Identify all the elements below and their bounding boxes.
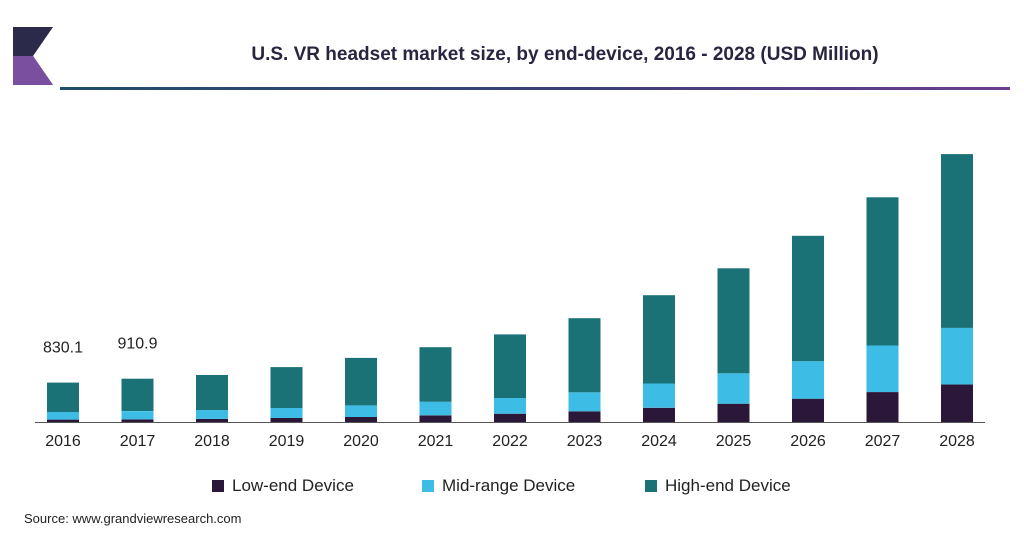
x-tick-label-2028: 2028 — [939, 433, 975, 450]
legend-item-high-end: High-end Device — [645, 476, 791, 496]
bar-mid-range-device-2017 — [121, 411, 154, 420]
bar-high-end-device-2021 — [419, 347, 452, 402]
bar-low-end-device-2025 — [717, 403, 750, 422]
bar-mid-range-device-2024 — [643, 383, 675, 408]
bar-low-end-device-2021 — [419, 415, 452, 423]
bar-low-end-device-2018 — [196, 418, 228, 422]
bar-high-end-device-2017 — [121, 378, 154, 411]
bar-low-end-device-2027 — [866, 392, 899, 422]
legend-item-mid-range: Mid-range Device — [422, 476, 575, 496]
x-tick-label-2023: 2023 — [567, 433, 603, 450]
legend-label-low-end: Low-end Device — [232, 476, 354, 495]
stacked-bar-chart: 2016 2017 2018 2019 2020 2021 2022 2023 2024 2025… — [35, 154, 985, 450]
x-tick-label-2018: 2018 — [194, 433, 230, 450]
x-tick-label-2022: 2022 — [492, 433, 528, 450]
bar-mid-range-device-2016 — [47, 412, 79, 420]
bar-high-end-device-2022 — [494, 334, 526, 398]
bar-low-end-device-2019 — [270, 418, 303, 422]
bar-high-end-device-2023 — [568, 318, 601, 393]
bar-mid-range-device-2026 — [792, 361, 824, 399]
x-tick-label-2026: 2026 — [790, 433, 826, 450]
bar-high-end-device-2028 — [941, 154, 973, 328]
bar-high-end-device-2024 — [643, 295, 675, 384]
data-label-2017: 910.9 — [117, 336, 157, 353]
legend-label-high-end: High-end Device — [665, 476, 791, 495]
bar-low-end-device-2023 — [568, 411, 601, 422]
legend-item-low-end: Low-end Device — [212, 476, 354, 496]
title-underline — [60, 87, 1010, 90]
data-label-2016: 830.1 — [43, 340, 83, 357]
bar-high-end-device-2016 — [47, 382, 79, 412]
bar-high-end-device-2025 — [717, 268, 750, 374]
bar-low-end-device-2016 — [47, 419, 79, 422]
x-tick-label-2020: 2020 — [343, 433, 379, 450]
chart-legend: Low-end Device Mid-range Device High-end… — [0, 476, 1024, 500]
grand-view-logo-icon — [13, 27, 53, 85]
legend-label-mid-range: Mid-range Device — [442, 476, 576, 495]
chart-header: U.S. VR headset market size, by end-devi… — [0, 0, 1024, 95]
bar-high-end-device-2027 — [866, 197, 899, 346]
legend-swatch-low-end — [212, 480, 224, 492]
bar-mid-range-device-2020 — [345, 405, 377, 417]
chart-title: U.S. VR headset market size, by end-devi… — [251, 44, 879, 65]
x-tick-label-2027: 2027 — [865, 433, 901, 450]
bar-mid-range-device-2025 — [717, 373, 750, 404]
bar-low-end-device-2022 — [494, 413, 526, 422]
bar-high-end-device-2020 — [345, 357, 377, 406]
bar-high-end-device-2019 — [270, 367, 303, 408]
bar-mid-range-device-2027 — [866, 345, 899, 392]
bar-mid-range-device-2023 — [568, 392, 601, 412]
source-note: Source: www.grandviewresearch.com — [24, 511, 242, 526]
x-tick-label-2024: 2024 — [641, 433, 677, 450]
x-tick-label-2019: 2019 — [269, 433, 305, 450]
bar-high-end-device-2026 — [792, 235, 824, 362]
bar-mid-range-device-2019 — [270, 408, 303, 418]
bar-low-end-device-2026 — [792, 398, 824, 422]
x-tick-label-2016: 2016 — [45, 433, 81, 450]
legend-swatch-high-end — [645, 480, 657, 492]
bar-low-end-device-2024 — [643, 407, 675, 423]
bar-low-end-device-2020 — [345, 417, 377, 422]
bar-low-end-device-2028 — [941, 384, 973, 422]
legend-swatch-mid-range — [422, 480, 434, 492]
x-tick-label-2017: 2017 — [120, 433, 156, 450]
bar-high-end-device-2018 — [196, 375, 228, 411]
bar-mid-range-device-2022 — [494, 398, 526, 414]
bar-mid-range-device-2018 — [196, 410, 228, 419]
x-tick-label-2021: 2021 — [418, 433, 454, 450]
x-tick-label-2025: 2025 — [716, 433, 752, 450]
bar-low-end-device-2017 — [121, 419, 154, 422]
bar-mid-range-device-2028 — [941, 327, 973, 385]
bar-mid-range-device-2021 — [419, 401, 452, 416]
